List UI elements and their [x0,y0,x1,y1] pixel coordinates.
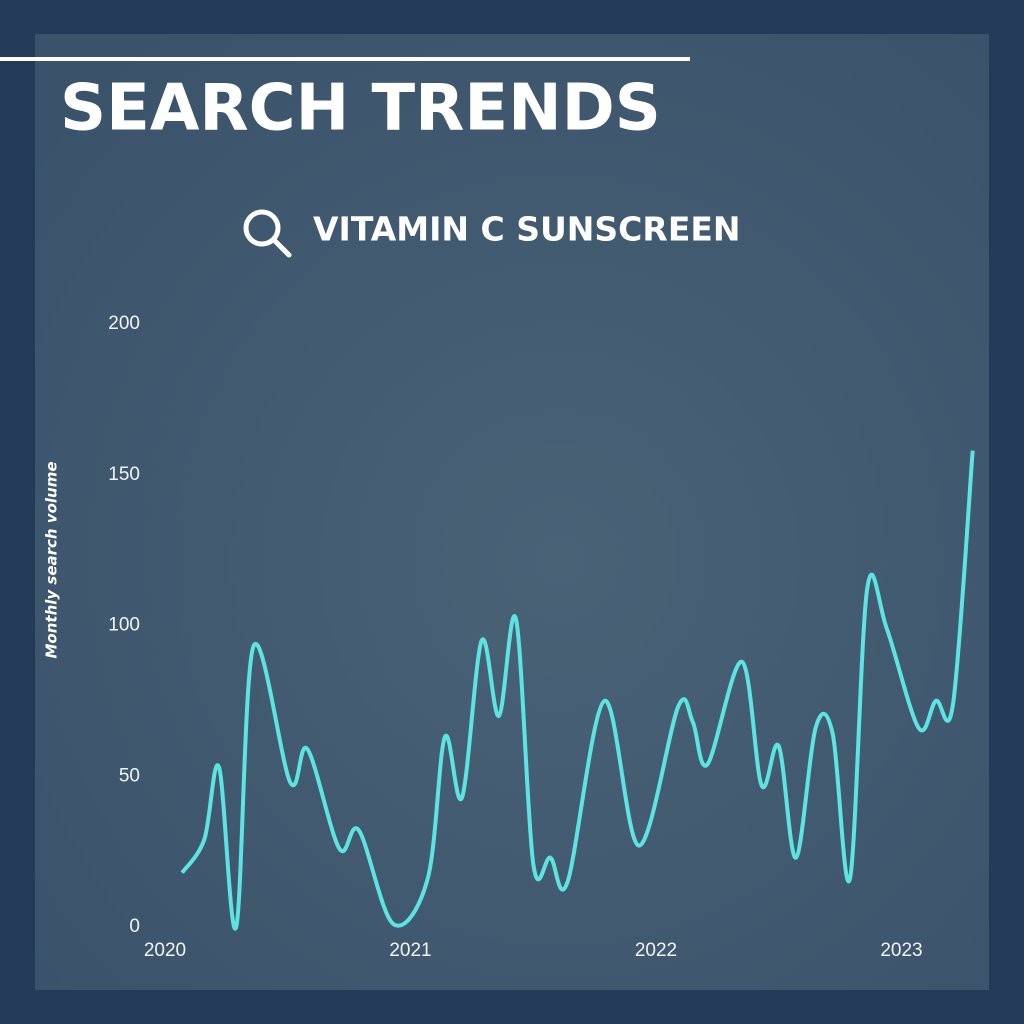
y-tick-label: 150 [108,464,140,485]
x-tick-label: 2022 [635,940,677,961]
y-tick-label: 0 [129,916,140,937]
x-tick-label: 2023 [880,940,922,961]
y-tick-label: 200 [108,313,140,334]
y-tick-label: 100 [108,615,140,636]
panel [35,34,989,990]
y-tick-label: 50 [119,765,140,786]
search-icon [243,209,292,258]
y-axis-label: Monthly search volume [43,461,61,658]
x-tick-label: 2020 [144,940,186,961]
chart-subtitle: VITAMIN C SUNSCREEN [313,210,741,249]
chart-title: SEARCH TRENDS [60,72,661,146]
data-line [180,450,975,931]
x-tick-label: 2021 [389,940,431,961]
